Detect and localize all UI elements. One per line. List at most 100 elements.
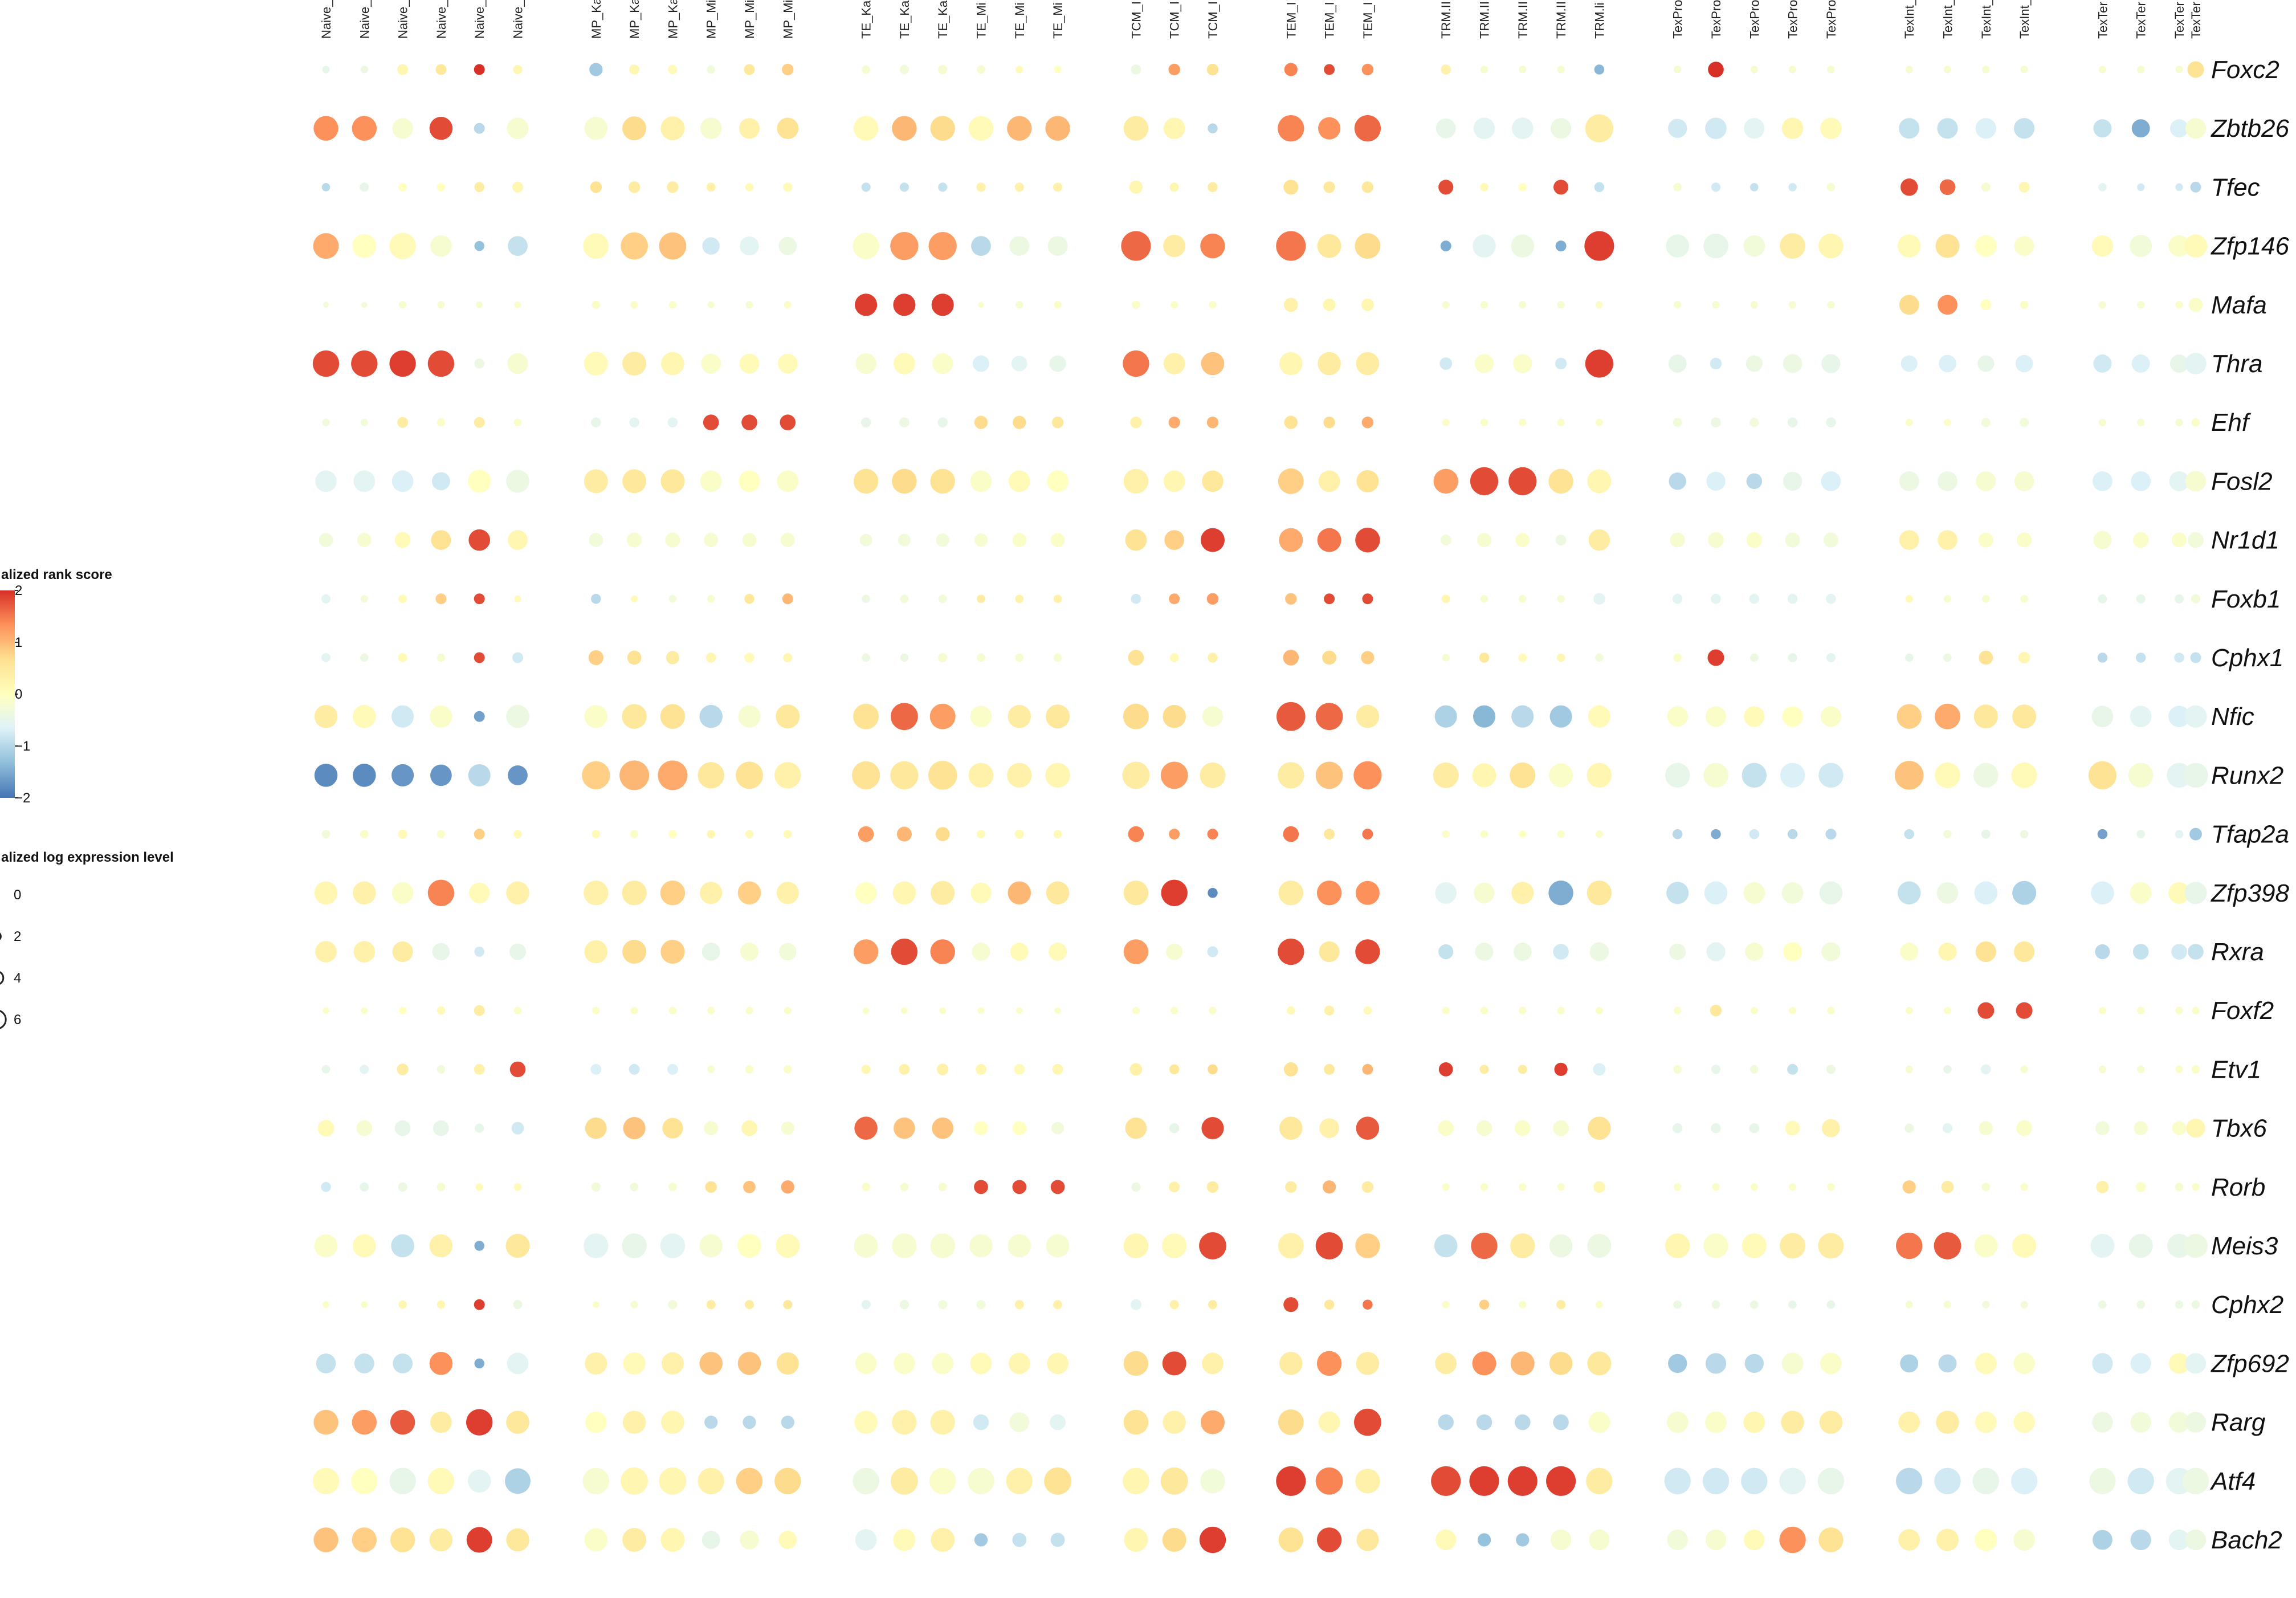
dot-mark xyxy=(1201,352,1225,376)
dot-mark xyxy=(2018,181,2030,193)
dot-mark xyxy=(1318,117,1341,140)
dot-mark xyxy=(928,232,957,260)
dot-mark xyxy=(629,64,639,75)
dot-mark xyxy=(2137,1065,2145,1073)
dot-mark xyxy=(1977,1002,1995,1019)
dot-mark xyxy=(932,1117,954,1139)
dot-mark xyxy=(861,417,871,427)
dot-mark xyxy=(1673,1300,1682,1309)
dot-mark xyxy=(2092,1412,2113,1433)
dot-mark xyxy=(314,764,338,787)
dot-mark xyxy=(1323,298,1336,311)
dot-mark xyxy=(1171,301,1178,309)
dot-mark xyxy=(1044,1467,1071,1495)
dot-mark xyxy=(930,468,955,494)
dot-mark xyxy=(1710,357,1722,370)
dot-mark xyxy=(507,353,528,374)
dot-mark xyxy=(1129,1063,1143,1076)
dot-mark xyxy=(1588,705,1610,728)
dot-mark xyxy=(1053,1300,1063,1310)
dot-mark xyxy=(1315,703,1343,731)
column-label: TexInt_ xyxy=(1979,0,1993,39)
dot-mark xyxy=(1012,533,1027,547)
gene-label: Thra xyxy=(2211,350,2262,378)
dot-mark xyxy=(1129,180,1143,194)
dot-mark xyxy=(2188,944,2204,960)
dot-mark xyxy=(1046,881,1070,905)
dot-mark xyxy=(1361,181,1374,193)
dot-mark xyxy=(1943,595,1952,603)
dot-mark xyxy=(1318,352,1341,376)
dot-mark xyxy=(352,1527,377,1552)
dot-mark xyxy=(2188,297,2203,312)
dot-mark xyxy=(740,236,759,256)
dot-mark xyxy=(1974,1234,1998,1258)
dot-mark xyxy=(1982,595,1990,603)
gene-label: Etv1 xyxy=(2211,1055,2261,1083)
dot-mark xyxy=(1207,946,1218,957)
dot-mark xyxy=(321,183,331,191)
dot-mark xyxy=(745,301,753,309)
dot-mark xyxy=(1708,62,1724,78)
dot-mark xyxy=(1789,1006,1797,1014)
dot-mark xyxy=(1053,653,1062,662)
dot-mark xyxy=(390,1409,415,1435)
dot-mark xyxy=(707,301,715,308)
dot-mark xyxy=(1744,1529,1765,1551)
dot-mark xyxy=(900,594,909,604)
dot-mark xyxy=(1549,1234,1573,1258)
dot-mark xyxy=(360,1065,369,1074)
dot-mark xyxy=(783,1065,792,1074)
dot-mark xyxy=(1009,236,1030,256)
dot-mark xyxy=(313,1527,339,1552)
dot-mark xyxy=(1585,114,1613,142)
dot-mark xyxy=(1480,418,1488,426)
dot-mark xyxy=(2171,944,2187,960)
dot-mark xyxy=(853,1467,879,1494)
dot-mark xyxy=(968,763,994,788)
dot-mark xyxy=(1123,939,1149,964)
dot-mark xyxy=(1169,1181,1180,1193)
dot-mark xyxy=(703,414,719,430)
dot-mark xyxy=(1283,180,1299,195)
dot-mark xyxy=(398,594,407,604)
size-legend-title: alized log expression level xyxy=(1,850,174,865)
dot-mark xyxy=(1007,763,1032,788)
dot-mark xyxy=(660,1233,686,1258)
dot-mark xyxy=(1821,471,1841,491)
dot-mark xyxy=(1355,527,1380,553)
dot-mark xyxy=(1785,1120,1800,1136)
dot-mark xyxy=(1472,763,1496,788)
dot-mark xyxy=(322,418,330,426)
dot-mark xyxy=(1169,1123,1180,1134)
dot-mark xyxy=(862,1007,870,1014)
dot-mark xyxy=(427,1467,455,1494)
dot-mark xyxy=(1438,1414,1454,1430)
column-label: TE_Ka xyxy=(936,0,950,39)
dot-mark xyxy=(437,1065,446,1074)
dot-mark xyxy=(659,232,687,260)
dot-mark xyxy=(1556,1300,1566,1310)
dot-mark xyxy=(1318,1411,1340,1433)
dot-mark xyxy=(1818,233,1844,259)
dot-mark xyxy=(1943,1006,1952,1014)
dot-mark xyxy=(2128,1234,2153,1258)
dot-mark xyxy=(2093,1530,2113,1550)
dot-mark xyxy=(891,703,918,731)
dot-mark xyxy=(2190,181,2201,193)
dot-mark xyxy=(2013,941,2035,963)
dot-mark xyxy=(2017,532,2032,548)
dot-mark xyxy=(1705,1529,1727,1551)
dot-mark xyxy=(1897,704,1922,729)
dot-mark xyxy=(1819,881,1843,905)
dot-mark xyxy=(668,64,678,75)
dot-mark xyxy=(466,1409,493,1436)
dot-mark xyxy=(1975,235,1997,257)
dot-mark xyxy=(2012,880,2037,905)
dot-mark xyxy=(930,1409,955,1435)
dot-mark xyxy=(658,760,688,790)
dot-mark xyxy=(2182,1467,2209,1494)
dot-mark xyxy=(1050,1532,1065,1547)
dot-mark xyxy=(700,117,722,140)
dot-mark xyxy=(2168,882,2190,904)
